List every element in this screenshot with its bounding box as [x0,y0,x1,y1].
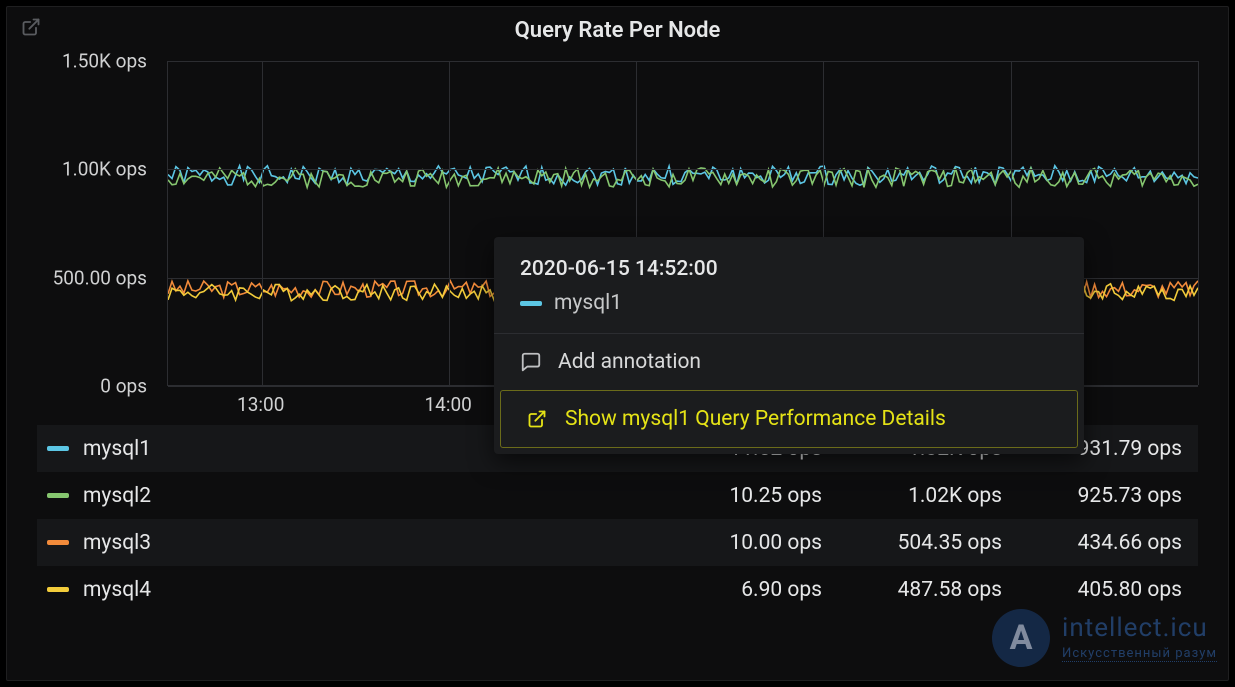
show-details-action[interactable]: Show mysql1 Query Performance Details [500,390,1078,448]
legend-value-1: 6.90 ops [642,578,822,602]
tooltip-series-label: mysql1 [554,291,622,315]
legend-row[interactable]: mysql3 10.00 ops504.35 ops434.66 ops [37,519,1198,566]
y-axis: 0 ops500.00 ops1.00K ops1.50K ops [37,61,157,421]
external-link-icon [527,409,549,429]
legend-row[interactable]: mysql2 10.25 ops1.02K ops925.73 ops [37,472,1198,519]
tooltip-series-swatch [520,301,542,306]
legend-value-2: 1.02K ops [822,484,1002,508]
external-link-icon[interactable] [21,17,41,41]
tooltip-series: mysql1 [520,291,1058,315]
legend-swatch [47,493,69,498]
legend-value-3: 434.66 ops [1002,531,1182,555]
grid-line [262,61,263,385]
panel: Query Rate Per Node 0 ops 500.00 ops 1.00K… [6,6,1229,681]
legend-swatch [47,446,69,451]
show-details-label: Show mysql1 Query Performance Details [565,407,946,431]
y-tick-label: 1.00K ops [62,158,147,181]
chart-tooltip: 2020-06-15 14:52:00 mysql1 Add annotatio… [494,237,1084,454]
y-tick-label: 0 ops [100,375,147,398]
grid-line [168,169,1198,170]
y-tick-label: 500.00 ops [53,266,147,289]
legend-label: mysql2 [83,484,151,508]
legend-value-2: 487.58 ops [822,578,1002,602]
tooltip-header: 2020-06-15 14:52:00 mysql1 [494,237,1084,333]
x-tick-label: 14:00 [425,393,472,416]
y-tick-label: 1.50K ops [62,50,147,73]
grid-line [1198,61,1199,385]
legend-series[interactable]: mysql4 [47,578,642,602]
legend-value-3: 405.80 ops [1002,578,1182,602]
legend-value-3: 925.73 ops [1002,484,1182,508]
comment-icon [520,351,542,373]
add-annotation-label: Add annotation [558,350,701,374]
legend-row[interactable]: mysql4 6.90 ops487.58 ops405.80 ops [37,566,1198,613]
legend-swatch [47,587,69,592]
legend-swatch [47,540,69,545]
panel-header: Query Rate Per Node [7,7,1228,53]
legend-table: mysql111.52 ops1.02K ops931.79 opsmysql2… [37,425,1198,680]
legend-series[interactable]: mysql3 [47,531,642,555]
grid-line [449,61,450,385]
legend-series[interactable]: mysql2 [47,484,642,508]
legend-value-1: 10.00 ops [642,531,822,555]
add-annotation-action[interactable]: Add annotation [494,334,1084,390]
tooltip-timestamp: 2020-06-15 14:52:00 [520,257,1058,281]
legend-value-1: 10.25 ops [642,484,822,508]
legend-label: mysql1 [83,437,151,461]
legend-value-2: 504.35 ops [822,531,1002,555]
legend-label: mysql3 [83,531,151,555]
panel-title: Query Rate Per Node [515,18,721,43]
grid-line [168,61,1198,62]
x-tick-label: 13:00 [237,393,284,416]
legend-label: mysql4 [83,578,151,602]
